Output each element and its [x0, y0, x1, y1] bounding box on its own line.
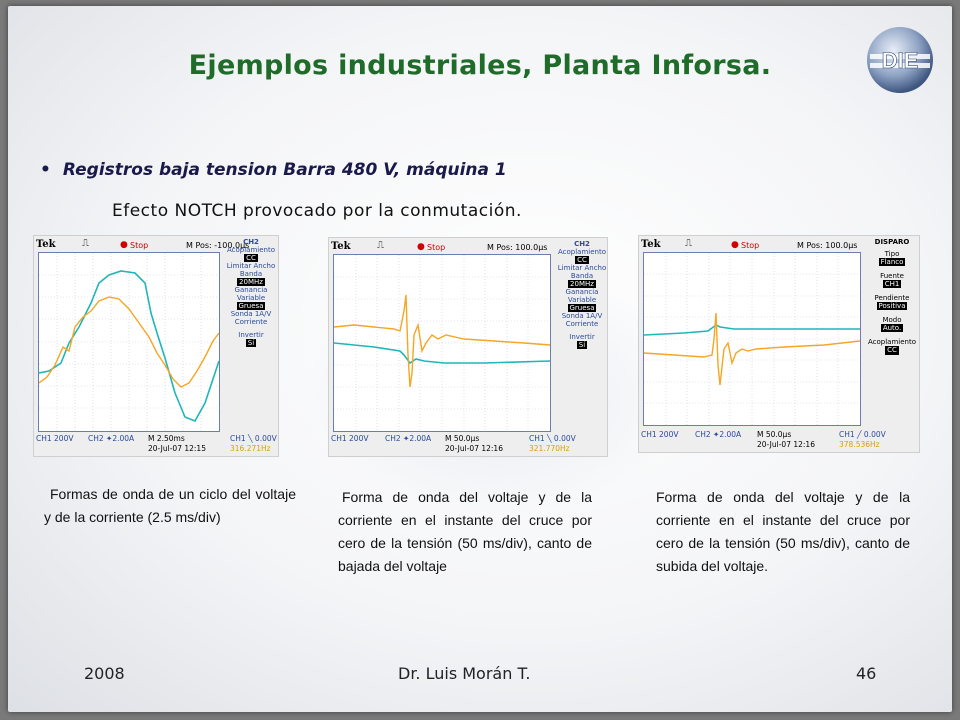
trigger-pulse-icon: ⎍: [82, 238, 89, 249]
scope-menu: DISPARO Tipo Flanco Fuente CH1 Pendiente…: [863, 238, 921, 428]
capture-date: 20-Jul-07 12:15: [148, 444, 206, 453]
menu-value: Flanco: [878, 258, 906, 267]
scope-capture-1: Tek ⎍ ● Stop M Pos: -100.0µs CH2 Acoplam…: [33, 235, 279, 457]
menu-value: 20MHz: [568, 280, 596, 289]
scope-menu: CH2 Acoplamiento CC Limitar Ancho Banda …: [553, 240, 611, 432]
scope-status-bar: CH1 200V CH2 ✦2.00A M 2.50ms 20-Jul-07 1…: [34, 432, 278, 456]
menu-item: Acoplamiento: [557, 248, 606, 257]
scope-status-bar: CH1 200V CH2 ✦2.00A M 50.0µs 20-Jul-07 1…: [639, 428, 919, 452]
scope-brand: Tek: [36, 239, 56, 250]
footer-year: 2008: [84, 664, 125, 683]
menu-value: CC: [885, 346, 899, 355]
scope-grid: [38, 252, 220, 432]
current-trace: [643, 324, 860, 336]
scope-status-bar: CH1 200V CH2 ✦2.00A M 50.0µs 20-Jul-07 1…: [329, 432, 607, 456]
caption-3: Forma de onda del voltaje y de la corrie…: [656, 489, 910, 574]
m-pos: M Pos: -100.0µs: [186, 241, 250, 250]
slide-title: Ejemplos industriales, Planta Inforsa.: [188, 50, 772, 81]
menu-value: Sí: [576, 340, 588, 349]
menu-value: Gruesa: [567, 304, 597, 313]
menu-value: Positiva: [876, 302, 908, 311]
ch1-scale: CH1 200V: [331, 434, 369, 443]
menu-item: Limitar Ancho Banda: [226, 262, 276, 279]
menu-value: Gruesa: [236, 302, 266, 311]
bullet-text: Registros baja tension Barra 480 V, máqu…: [62, 160, 507, 180]
menu-item: Invertir: [569, 332, 595, 341]
ch2-scale: CH2 ✦2.00A: [88, 434, 135, 443]
stop-dot-icon: ●: [120, 240, 128, 250]
menu-item: Sonda 1A/V Corriente: [230, 310, 272, 327]
voltage-trace: [333, 294, 551, 388]
menu-title: DISPARO: [874, 238, 910, 246]
run-status: Stop: [427, 243, 446, 252]
menu-value: Auto.: [880, 324, 904, 333]
ch1-scale: CH1 200V: [641, 430, 679, 439]
menu-value: 20MHz: [237, 278, 265, 287]
menu-value: CH1: [882, 280, 902, 289]
waveform-plot: [333, 255, 551, 431]
bullet-item: • Registros baja tension Barra 480 V, máq…: [40, 160, 507, 180]
timebase: M 50.0µs: [445, 434, 480, 443]
menu-item: Acoplamiento: [867, 338, 916, 347]
trigger-pulse-icon: ⎍: [377, 240, 384, 251]
menu-item: Tipo: [884, 250, 900, 259]
voltage-trace: [38, 296, 220, 388]
current-trace: [38, 270, 220, 423]
capture-date: 20-Jul-07 12:16: [445, 444, 503, 453]
menu-item: Pendiente: [874, 294, 910, 303]
caption-1: Formas de onda de un ciclo del voltaje y…: [44, 486, 296, 525]
stop-dot-icon: ●: [731, 240, 739, 250]
ch2-scale: CH2 ✦2.00A: [385, 434, 432, 443]
scope-capture-3: Tek ⎍ ● Stop M Pos: 100.0µs DISPARO Tipo…: [638, 235, 920, 453]
frequency: 316.271Hz: [230, 444, 271, 453]
m-pos: M Pos: 100.0µs: [797, 241, 858, 250]
trigger-level: CH1 ╲ 0.00V: [529, 434, 576, 443]
scope-grid: [333, 254, 551, 432]
ch1-scale: CH1 200V: [36, 434, 74, 443]
caption-2: Forma de onda del voltaje y de la corrie…: [338, 489, 592, 574]
menu-item: Limitar Ancho Banda: [557, 264, 607, 281]
waveform-plot: [643, 253, 861, 425]
trigger-pulse-icon: ⎍: [685, 238, 692, 249]
menu-item: Ganancia Variable: [565, 288, 599, 305]
frequency: 321.770Hz: [529, 444, 570, 453]
capture-date: 20-Jul-07 12:16: [757, 440, 815, 449]
voltage-trace: [643, 312, 861, 386]
die-logo: DIE: [867, 27, 933, 93]
scope-menu: CH2 Acoplamiento CC Limitar Ancho Banda …: [222, 238, 280, 432]
footer-page-number: 46: [856, 664, 877, 683]
menu-item: Fuente: [880, 272, 904, 281]
run-status: Stop: [741, 241, 760, 250]
ch2-scale: CH2 ✦2.00A: [695, 430, 742, 439]
scope-grid: [643, 252, 861, 426]
menu-item: Modo: [882, 316, 902, 325]
scope-capture-2: Tek ⎍ ● Stop M Pos: 100.0µs CH2 Acoplami…: [328, 237, 608, 457]
menu-title: CH2: [243, 238, 259, 246]
run-status: Stop: [130, 241, 149, 250]
frequency: 378.536Hz: [839, 440, 880, 449]
scope-brand: Tek: [641, 239, 661, 250]
stop-dot-icon: ●: [417, 242, 425, 252]
menu-value: CC: [575, 256, 589, 265]
subtitle: Efecto NOTCH provocado por la conmutació…: [112, 201, 522, 221]
waveform-plot: [38, 253, 220, 431]
menu-title: CH2: [574, 240, 590, 248]
menu-value: CC: [244, 254, 258, 263]
scope-brand: Tek: [331, 241, 351, 252]
menu-value: Sí: [245, 338, 257, 347]
menu-item: Invertir: [238, 330, 264, 339]
m-pos: M Pos: 100.0µs: [487, 243, 548, 252]
timebase: M 50.0µs: [757, 430, 792, 439]
trigger-level: CH1 ╲ 0.00V: [230, 434, 277, 443]
menu-item: Ganancia Variable: [234, 286, 268, 303]
trigger-level: CH1 ╱ 0.00V: [839, 430, 886, 439]
footer-author: Dr. Luis Morán T.: [398, 664, 531, 683]
menu-item: Sonda 1A/V Corriente: [561, 312, 603, 329]
menu-item: Acoplamiento: [226, 246, 275, 255]
svg-text:DIE: DIE: [882, 48, 919, 73]
timebase: M 2.50ms: [148, 434, 185, 443]
